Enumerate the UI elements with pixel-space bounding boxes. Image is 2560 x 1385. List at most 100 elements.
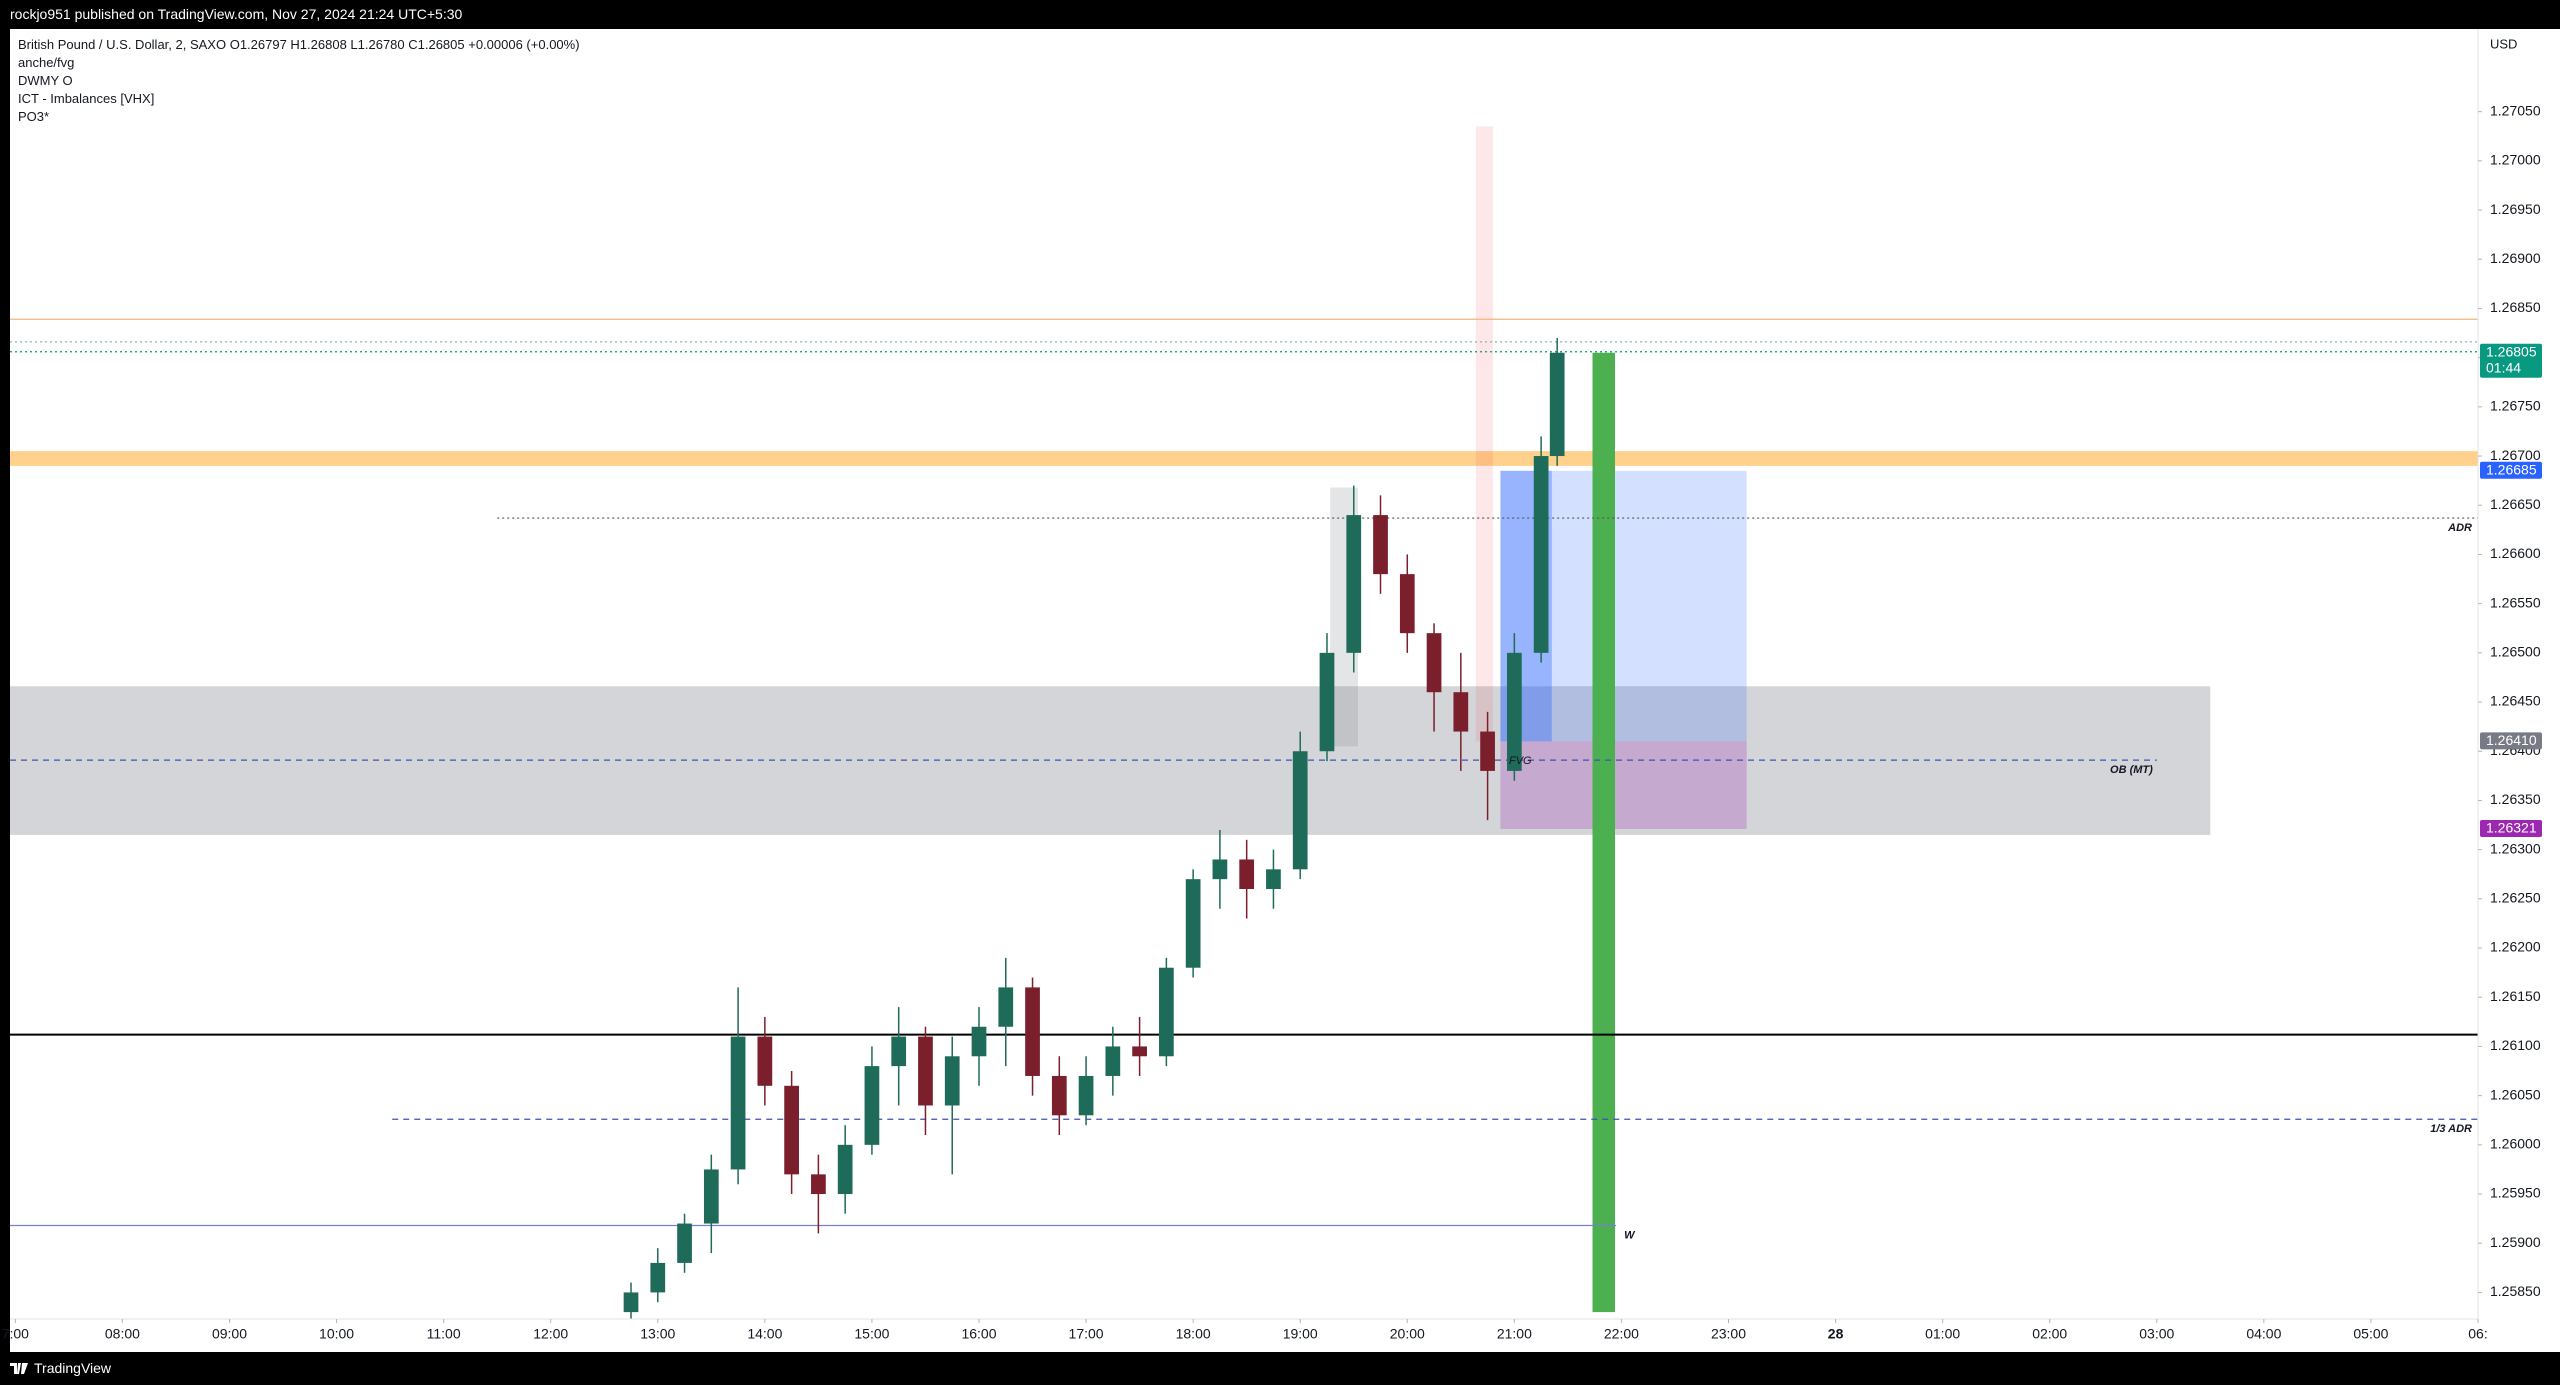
price-tag-label: 1.26685: [2486, 462, 2537, 478]
price-tag: [2480, 732, 2542, 750]
candle-body: [1346, 515, 1362, 653]
legend-line: anche/fvg: [18, 55, 75, 70]
candle-body: [918, 1036, 933, 1106]
y-tick-label: 1.26900: [2490, 250, 2541, 266]
x-tick-label: 03:00: [2139, 1326, 2174, 1342]
candle-body: [1399, 574, 1415, 634]
y-tick-label: 1.26650: [2490, 496, 2541, 512]
y-tick-label: 1.26250: [2490, 890, 2541, 906]
y-tick-label: 1.26550: [2490, 594, 2541, 610]
y-tick-label: 1.26150: [2490, 988, 2541, 1004]
x-tick-label: 06:: [2468, 1326, 2487, 1342]
currency-label: USD: [2490, 36, 2517, 51]
zone: [10, 451, 2478, 466]
y-tick-label: 1.26600: [2490, 545, 2541, 561]
x-tick-label: 21:00: [1497, 1326, 1532, 1342]
logo: [10, 1363, 28, 1374]
candle-body: [1051, 1075, 1067, 1116]
y-tick-label: 1.26100: [2490, 1037, 2541, 1053]
x-tick-label: 17:00: [1069, 1326, 1104, 1342]
legend-line: PO3*: [18, 109, 50, 124]
candle-body: [1549, 352, 1565, 457]
x-tick-label: 23:00: [1711, 1326, 1746, 1342]
y-tick-label: 1.26500: [2490, 644, 2541, 660]
candle-body: [864, 1066, 880, 1145]
plot: ADR OB (MT) 1/3 ADR W FVG: [10, 126, 2478, 1319]
candle-body: [1239, 859, 1255, 889]
x-tick-label: 08:00: [105, 1326, 140, 1342]
candle-body: [891, 1036, 907, 1067]
zone: [1592, 352, 1616, 1313]
y-tick-label: 1.26450: [2490, 693, 2541, 709]
legend-line: ICT - Imbalances [VHX]: [18, 91, 155, 106]
price-tag-label: 1.26321: [2486, 820, 2537, 836]
x-tick-label: 09:00: [212, 1326, 247, 1342]
legend: British Pound / U.S. Dollar, 2, SAXO O1.…: [18, 36, 580, 126]
candle-body: [1185, 879, 1201, 968]
candle-body: [1266, 869, 1281, 889]
candle-body: [730, 1036, 746, 1170]
plot-background: [10, 29, 2560, 1319]
y-tick-label: 1.25950: [2490, 1185, 2541, 1201]
candle-body: [1025, 987, 1040, 1076]
candle-body: [703, 1169, 719, 1224]
x-tick-label: 11:00: [427, 1326, 461, 1342]
countdown: 01:44: [2486, 359, 2521, 375]
candle-body: [1480, 731, 1495, 771]
candle-body: [677, 1223, 692, 1263]
x-tick-label: 28: [1828, 1326, 1844, 1342]
x-tick-label: 22:00: [1604, 1326, 1639, 1342]
candle-body: [811, 1174, 826, 1195]
legend-line: British Pound / U.S. Dollar, 2, SAXO O1.…: [18, 37, 580, 52]
x-tick-label: 7:00: [2, 1326, 29, 1342]
candle-body: [650, 1262, 666, 1293]
candle-body: [757, 1036, 773, 1086]
x-tick-label: 12:00: [533, 1326, 568, 1342]
line-label: W: [1624, 1229, 1636, 1241]
x-tick-label: 05:00: [2353, 1326, 2388, 1342]
y-tick-label: 1.26000: [2490, 1136, 2541, 1152]
x-tick-label: 14:00: [747, 1326, 782, 1342]
price-tag-label: 1.26805: [2486, 343, 2537, 359]
x-tick-label: 04:00: [2246, 1326, 2281, 1342]
candle-body: [998, 987, 1014, 1027]
annotation: FVG: [1509, 755, 1532, 767]
zone: [1475, 126, 1493, 742]
candle-body: [971, 1026, 987, 1057]
y-tick-label: 1.26300: [2490, 840, 2541, 856]
candle-body: [1453, 692, 1469, 732]
line-label: OB (MT): [2110, 764, 2153, 776]
zone: [1500, 741, 1747, 829]
candle-body: [1426, 633, 1442, 693]
y-tick-label: 1.26750: [2490, 398, 2541, 414]
x-tick-label: 01:00: [1925, 1326, 1960, 1342]
line-label: ADR: [2447, 522, 2472, 534]
candle-body: [1373, 515, 1388, 575]
x-tick-label: 10:00: [319, 1326, 354, 1342]
y-tick-label: 1.25900: [2490, 1234, 2541, 1250]
candle-body: [944, 1056, 960, 1106]
x-tick-label: 18:00: [1176, 1326, 1211, 1342]
x-tick-label: 13:00: [640, 1326, 675, 1342]
y-tick-label: 1.25850: [2490, 1283, 2541, 1299]
line-label: 1/3 ADR: [2430, 1123, 2472, 1135]
footer: TradingView: [0, 1352, 2560, 1385]
candle-body: [784, 1085, 799, 1175]
candle-body: [623, 1292, 639, 1313]
footer-text: TradingView: [34, 1360, 112, 1376]
y-tick-label: 1.26700: [2490, 447, 2541, 463]
x-tick-label: 19:00: [1283, 1326, 1318, 1342]
y-tick-label: 1.26350: [2490, 791, 2541, 807]
y-tick-label: 1.27000: [2490, 152, 2541, 168]
y-tick-label: 1.26050: [2490, 1086, 2541, 1102]
candle-body: [1159, 967, 1174, 1057]
chart: ADR OB (MT) 1/3 ADR W FVG USD 1.25850 1.25900 1.…: [2, 29, 2560, 1352]
y-tick-label: 1.26200: [2490, 939, 2541, 955]
candle-body: [1533, 456, 1549, 653]
price-tag-label: 1.26410: [2486, 732, 2537, 748]
price-tag: [2480, 461, 2542, 479]
price-tag: [2480, 343, 2542, 378]
candle-body: [1105, 1046, 1121, 1076]
legend-line: DWMY O: [18, 73, 73, 88]
